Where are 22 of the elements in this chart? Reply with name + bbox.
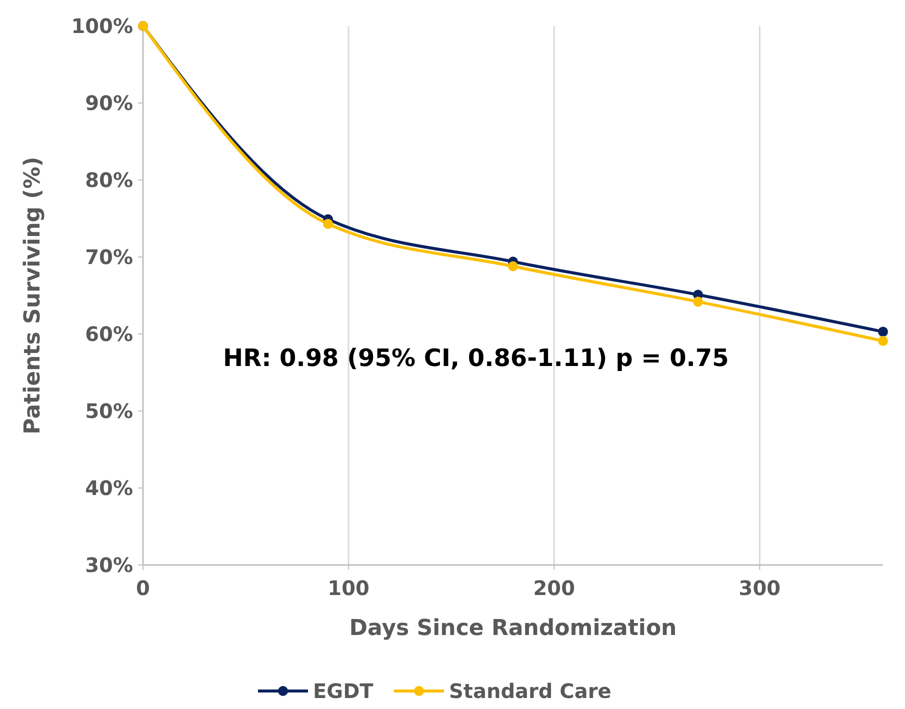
point: [878, 326, 888, 337]
legend-label: EGDT: [313, 679, 374, 703]
y-tick-label: 100%: [71, 14, 133, 38]
point: [323, 218, 333, 229]
y-axis-title: Patients Surviving (%): [20, 156, 46, 434]
point: [508, 261, 518, 272]
legend-label: Standard Care: [449, 679, 612, 703]
point: [693, 296, 703, 307]
y-tick-label: 90%: [85, 91, 133, 115]
y-tick-label: 30%: [85, 553, 133, 577]
x-tick-label: 100: [328, 576, 370, 600]
y-tick-label: 80%: [85, 168, 133, 192]
annotation: HR: 0.98 (95% CI, 0.86-1.11) p = 0.75: [223, 344, 729, 372]
x-axis-title: Days Since Randomization: [349, 616, 677, 641]
y-tick-label: 60%: [85, 322, 133, 346]
x-tick-label: 300: [738, 576, 781, 600]
point: [878, 336, 888, 346]
x-tick-label: 200: [533, 576, 575, 600]
y-tick-label: 40%: [85, 476, 133, 500]
x-tick-label: 0: [136, 576, 150, 600]
y-tick-label: 70%: [85, 245, 133, 269]
y-tick-label: 50%: [85, 399, 133, 423]
